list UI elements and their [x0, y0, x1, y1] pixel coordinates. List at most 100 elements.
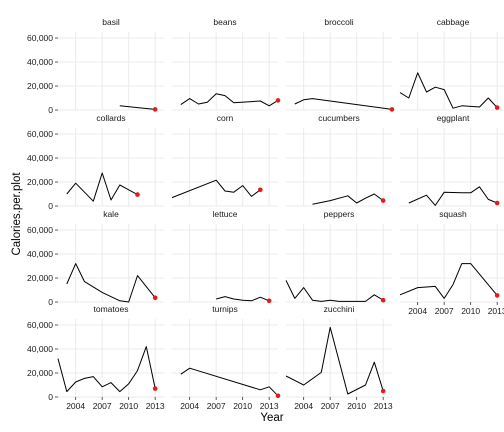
series-line-turnips	[180, 367, 279, 397]
facet-panel-cucumbers: cucumbers	[286, 113, 392, 207]
x-tick-label: 2013	[146, 401, 165, 411]
facet-panel-tomatoes: tomatoes	[57, 304, 164, 398]
series-line-basil	[119, 105, 156, 110]
series-line-lettuce	[216, 296, 270, 302]
last-point-marker	[275, 393, 281, 399]
panel-background	[400, 224, 504, 302]
series-line-zucchini	[285, 326, 384, 395]
x-tick-label: 2013	[374, 401, 393, 411]
last-point-marker	[258, 187, 263, 193]
y-tick-label: 40,000	[27, 249, 53, 259]
panel-background	[286, 319, 392, 397]
facet-panel-broccoli: broccoli	[286, 17, 395, 112]
series-line-broccoli	[294, 98, 393, 110]
last-point-marker	[152, 386, 158, 391]
axis-ticks: 0 20,000 40,000 60,000 0 20,000 40,000 60,000 0 2…	[27, 33, 504, 411]
facet-label: tomatoes	[94, 304, 129, 314]
y-tick-label: 60,000	[27, 225, 53, 235]
series-line-squash	[399, 263, 498, 299]
facet-label: collards	[96, 113, 125, 123]
last-point-marker	[152, 295, 158, 301]
last-point-marker	[389, 107, 395, 112]
facet-panel-eggplant: eggplant	[400, 113, 504, 207]
panel-background	[58, 32, 164, 110]
facet-panel-peppers: peppers	[285, 209, 392, 303]
y-tick-label: 20,000	[27, 368, 53, 378]
panel-background	[400, 128, 504, 206]
facet-label: cucumbers	[318, 113, 360, 123]
panel-background	[58, 128, 164, 206]
series-line-eggplant	[408, 186, 498, 206]
last-point-marker	[494, 200, 500, 206]
facet-label: corn	[217, 113, 234, 123]
facet-label: cabbage	[437, 17, 470, 27]
x-tick-label: 2007	[207, 401, 226, 411]
panel-background	[172, 128, 278, 206]
facet-label: broccoli	[324, 17, 353, 27]
series-line-peppers	[285, 280, 384, 302]
facet-label: kale	[103, 209, 119, 219]
series-line-cucumbers	[312, 193, 384, 205]
facet-label: squash	[439, 209, 467, 219]
panel-background	[286, 128, 392, 206]
panel-background	[172, 224, 278, 302]
panel-background	[58, 224, 164, 302]
x-tick-label: 2010	[119, 401, 138, 411]
facet-label: beans	[213, 17, 236, 27]
x-tick-label: 2004	[180, 401, 199, 411]
last-point-marker	[494, 293, 500, 298]
y-tick-label: 20,000	[27, 273, 53, 283]
y-tick-label: 40,000	[27, 57, 53, 67]
last-point-marker	[135, 192, 140, 197]
series-line-tomatoes	[57, 346, 156, 393]
facet-panel-beans: beans	[172, 17, 281, 111]
facet-panel-corn: corn	[171, 113, 278, 207]
x-tick-label: 2007	[93, 401, 112, 411]
x-tick-label: 2013	[488, 306, 504, 316]
last-point-marker	[275, 98, 281, 103]
y-axis-title: Calories.per.plot	[11, 172, 23, 256]
panel-background	[58, 319, 164, 397]
y-tick-label: 40,000	[27, 153, 53, 163]
y-tick-label: 20,000	[27, 177, 53, 187]
x-tick-label: 2010	[461, 306, 480, 316]
facet-panel-lettuce: lettuce	[172, 209, 278, 304]
x-tick-label: 2013	[260, 401, 279, 411]
x-tick-label: 2007	[321, 401, 340, 411]
facet-label: eggplant	[437, 113, 470, 123]
series-line-collards	[66, 172, 138, 202]
facet-label: lettuce	[212, 209, 237, 219]
last-point-marker	[494, 105, 500, 110]
facet-panel-cabbage: cabbage	[399, 17, 504, 111]
y-tick-label: 0	[48, 392, 53, 402]
last-point-marker	[380, 388, 386, 394]
x-tick-label: 2010	[347, 401, 366, 411]
facet-label: turnips	[212, 304, 238, 314]
facet-panel-turnips: turnips	[172, 304, 281, 399]
y-tick-label: 20,000	[27, 81, 53, 91]
y-tick-label: 60,000	[27, 33, 53, 43]
y-tick-label: 40,000	[27, 344, 53, 354]
series-line-corn	[171, 179, 261, 199]
series-line-beans	[180, 93, 279, 107]
panel-background	[172, 319, 278, 397]
x-tick-label: 2004	[408, 306, 427, 316]
panel-background	[172, 32, 278, 110]
facet-label: zucchini	[324, 304, 355, 314]
x-axis-title: Year	[260, 412, 283, 424]
y-tick-label: 0	[48, 297, 53, 307]
y-tick-label: 0	[48, 105, 53, 115]
x-tick-label: 2010	[233, 401, 252, 411]
facet-label: peppers	[324, 209, 355, 219]
x-tick-label: 2007	[435, 306, 454, 316]
facet-panel-collards: collards	[58, 113, 164, 207]
series-line-cabbage	[399, 72, 498, 109]
facet-panel-squash: squash	[399, 209, 504, 303]
last-point-marker	[380, 297, 386, 303]
facet-panel-basil: basil	[58, 17, 164, 112]
last-point-marker	[152, 107, 158, 112]
facet-panel-zucchini: zucchini	[285, 304, 392, 398]
y-tick-label: 60,000	[27, 129, 53, 139]
y-tick-label: 60,000	[27, 320, 53, 330]
